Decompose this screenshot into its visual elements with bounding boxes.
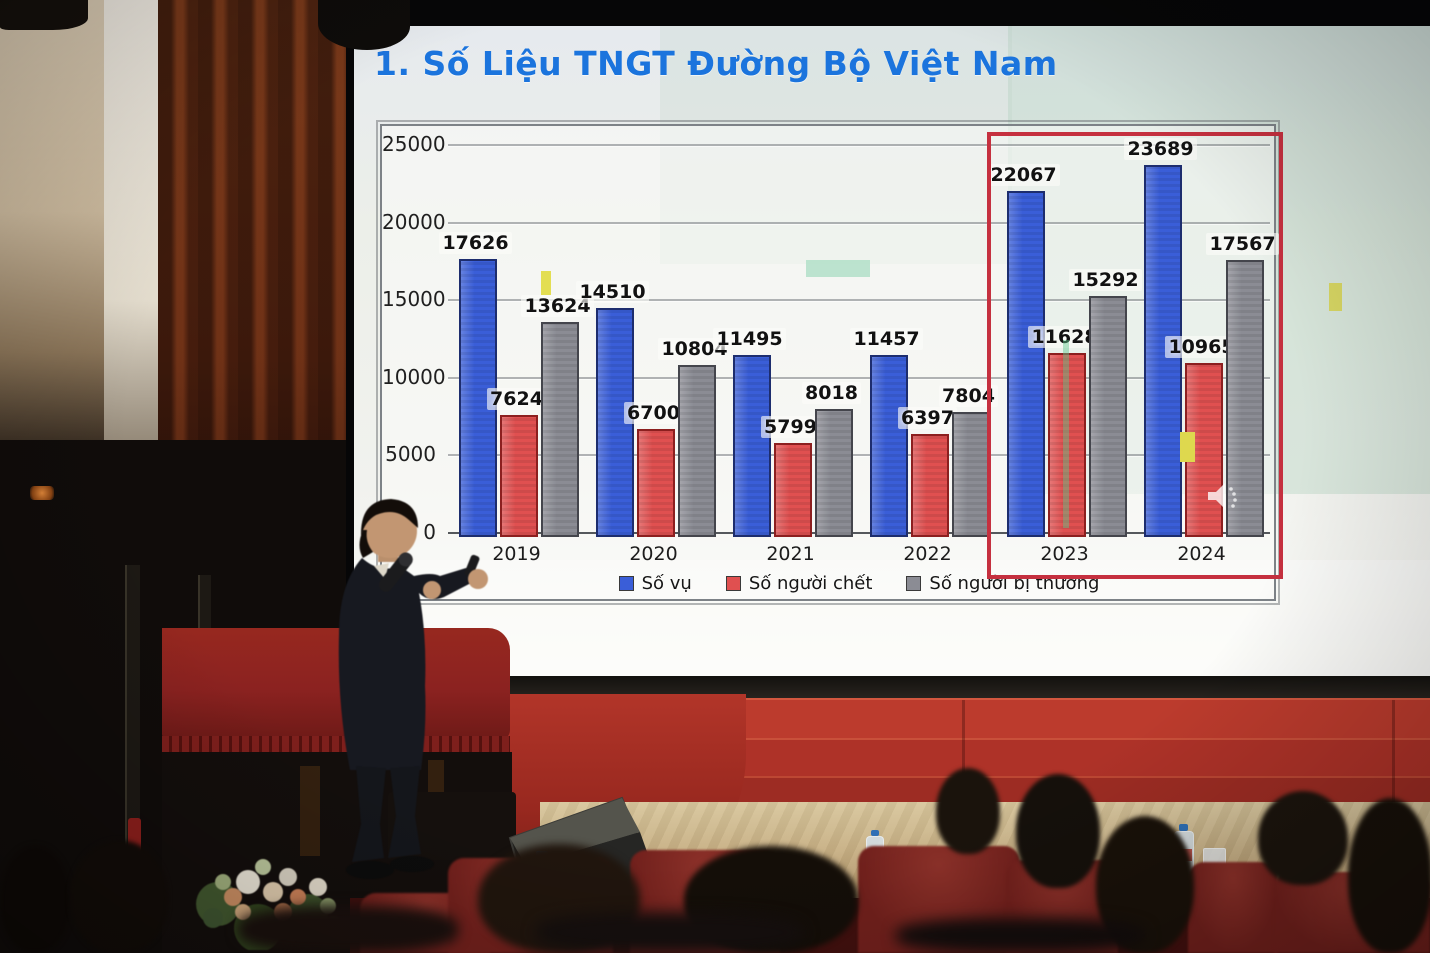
led-artifact-yellow xyxy=(541,271,551,295)
bar-value-label: 6397 xyxy=(886,406,970,429)
audience-blur xyxy=(238,906,458,953)
x-tick-label: 2019 xyxy=(492,543,541,565)
bar-value-label: 13624 xyxy=(516,294,600,317)
presenter xyxy=(338,499,488,879)
legend-label: Số vụ xyxy=(641,573,692,594)
presenter-suit xyxy=(338,558,475,770)
bar-value-label: 17626 xyxy=(434,232,518,255)
audience-head xyxy=(1348,798,1430,953)
presenter-shoe xyxy=(390,856,434,872)
chart-bar xyxy=(732,354,771,537)
presenter-hand xyxy=(468,569,488,589)
chart-bar xyxy=(636,429,675,537)
bar-value-label: 22067 xyxy=(982,163,1066,186)
bar-value-label: 8018 xyxy=(790,381,874,404)
bar-value-label: 5799 xyxy=(749,415,833,438)
bar-value-label: 7804 xyxy=(927,384,1011,407)
presenter-leg xyxy=(388,766,421,858)
chart-bar xyxy=(677,365,716,537)
chart-bar xyxy=(773,442,812,537)
y-tick-label: 10000 xyxy=(382,364,446,389)
y-tick-label: 20000 xyxy=(382,209,446,234)
bar-value-label: 10804 xyxy=(653,338,737,361)
x-tick-label: 2023 xyxy=(1040,543,1089,565)
bar-value-label: 11628 xyxy=(1023,325,1107,348)
legend-item: Số vụ xyxy=(618,573,692,594)
step-seam xyxy=(962,700,965,808)
microphone xyxy=(378,552,413,592)
legend-swatch xyxy=(618,576,634,591)
bar-value-label: 7624 xyxy=(475,387,559,410)
bar-value-label: 15292 xyxy=(1064,268,1148,291)
chart-bar xyxy=(910,433,949,537)
legend-swatch xyxy=(906,576,922,591)
x-axis-line xyxy=(448,532,1270,534)
chart-bar xyxy=(1006,190,1045,537)
chart-bar xyxy=(1225,260,1264,537)
x-tick-label: 2022 xyxy=(903,543,952,565)
y-tick-label: 5000 xyxy=(385,442,436,467)
chart-bar xyxy=(499,414,538,537)
red-covered-piano xyxy=(162,628,510,740)
led-artifact-green xyxy=(806,260,870,277)
bar-value-label: 6700 xyxy=(612,402,696,425)
led-artifact-yellow xyxy=(1180,432,1195,462)
ceiling-speaker-silhouette xyxy=(318,0,410,50)
presenter-leg xyxy=(352,766,386,862)
legend-swatch xyxy=(725,576,741,591)
bar-value-label: 11457 xyxy=(845,328,929,351)
chart-panel: 0 5000 10000 15000 20000 25000 17626 7624 13624 2… xyxy=(376,120,1283,605)
presenter-hair xyxy=(360,499,418,536)
gridline xyxy=(448,221,1270,224)
bar-value-label: 10965 xyxy=(1160,335,1244,358)
slide-title: 1. Số Liệu TNGT Đường Bộ Việt Nam xyxy=(374,44,1058,83)
audience-blur xyxy=(896,918,1146,953)
bar-value-label: 11495 xyxy=(708,327,792,350)
led-artifact-green-stripe xyxy=(1063,340,1069,528)
bar-value-label: 14510 xyxy=(571,280,655,303)
left-wall xyxy=(0,0,110,470)
chart-bar xyxy=(540,321,579,537)
x-tick-label: 2021 xyxy=(766,543,815,565)
chart-bar xyxy=(1088,295,1127,537)
chart-bar xyxy=(951,411,990,537)
gridline xyxy=(448,299,1270,302)
chart-bar xyxy=(1047,352,1086,537)
gridline xyxy=(448,376,1270,379)
gridline xyxy=(448,454,1270,457)
bar-value-label: 17567 xyxy=(1201,233,1285,256)
legend-label: Số người chết xyxy=(748,573,873,594)
audience-head xyxy=(0,846,70,953)
audience-head xyxy=(936,768,1000,854)
gridline xyxy=(448,144,1270,146)
step-seam xyxy=(1392,700,1395,808)
bar-value-label: 23689 xyxy=(1119,138,1203,161)
x-tick-label: 2024 xyxy=(1177,543,1226,565)
presenter-face xyxy=(363,504,417,558)
chart-bar xyxy=(1184,362,1223,537)
y-tick-label: 25000 xyxy=(382,132,446,156)
audience-blur xyxy=(536,912,804,953)
presenter-hair xyxy=(359,530,373,558)
chart-bar xyxy=(869,355,908,537)
audience-head xyxy=(1016,774,1100,888)
chair-back xyxy=(1188,862,1278,953)
wall-corner-shadow xyxy=(0,0,88,30)
audio-speaker-icon xyxy=(1208,483,1237,509)
presenter-hand xyxy=(423,581,441,599)
presenter-shoe xyxy=(346,861,394,879)
presenter-clicker xyxy=(464,554,480,577)
led-artifact-yellow xyxy=(1329,283,1342,311)
speaker-logo-light xyxy=(30,486,54,500)
highlight-box xyxy=(987,132,1283,579)
y-tick-label: 0 xyxy=(423,520,436,544)
piano-leg xyxy=(300,766,320,856)
y-tick-label: 15000 xyxy=(382,287,446,312)
chart-bar xyxy=(814,408,853,537)
audience-head xyxy=(1258,791,1348,885)
audience-head xyxy=(70,840,168,953)
legend-item: Số người chết xyxy=(725,573,873,594)
x-tick-label: 2020 xyxy=(629,543,678,565)
